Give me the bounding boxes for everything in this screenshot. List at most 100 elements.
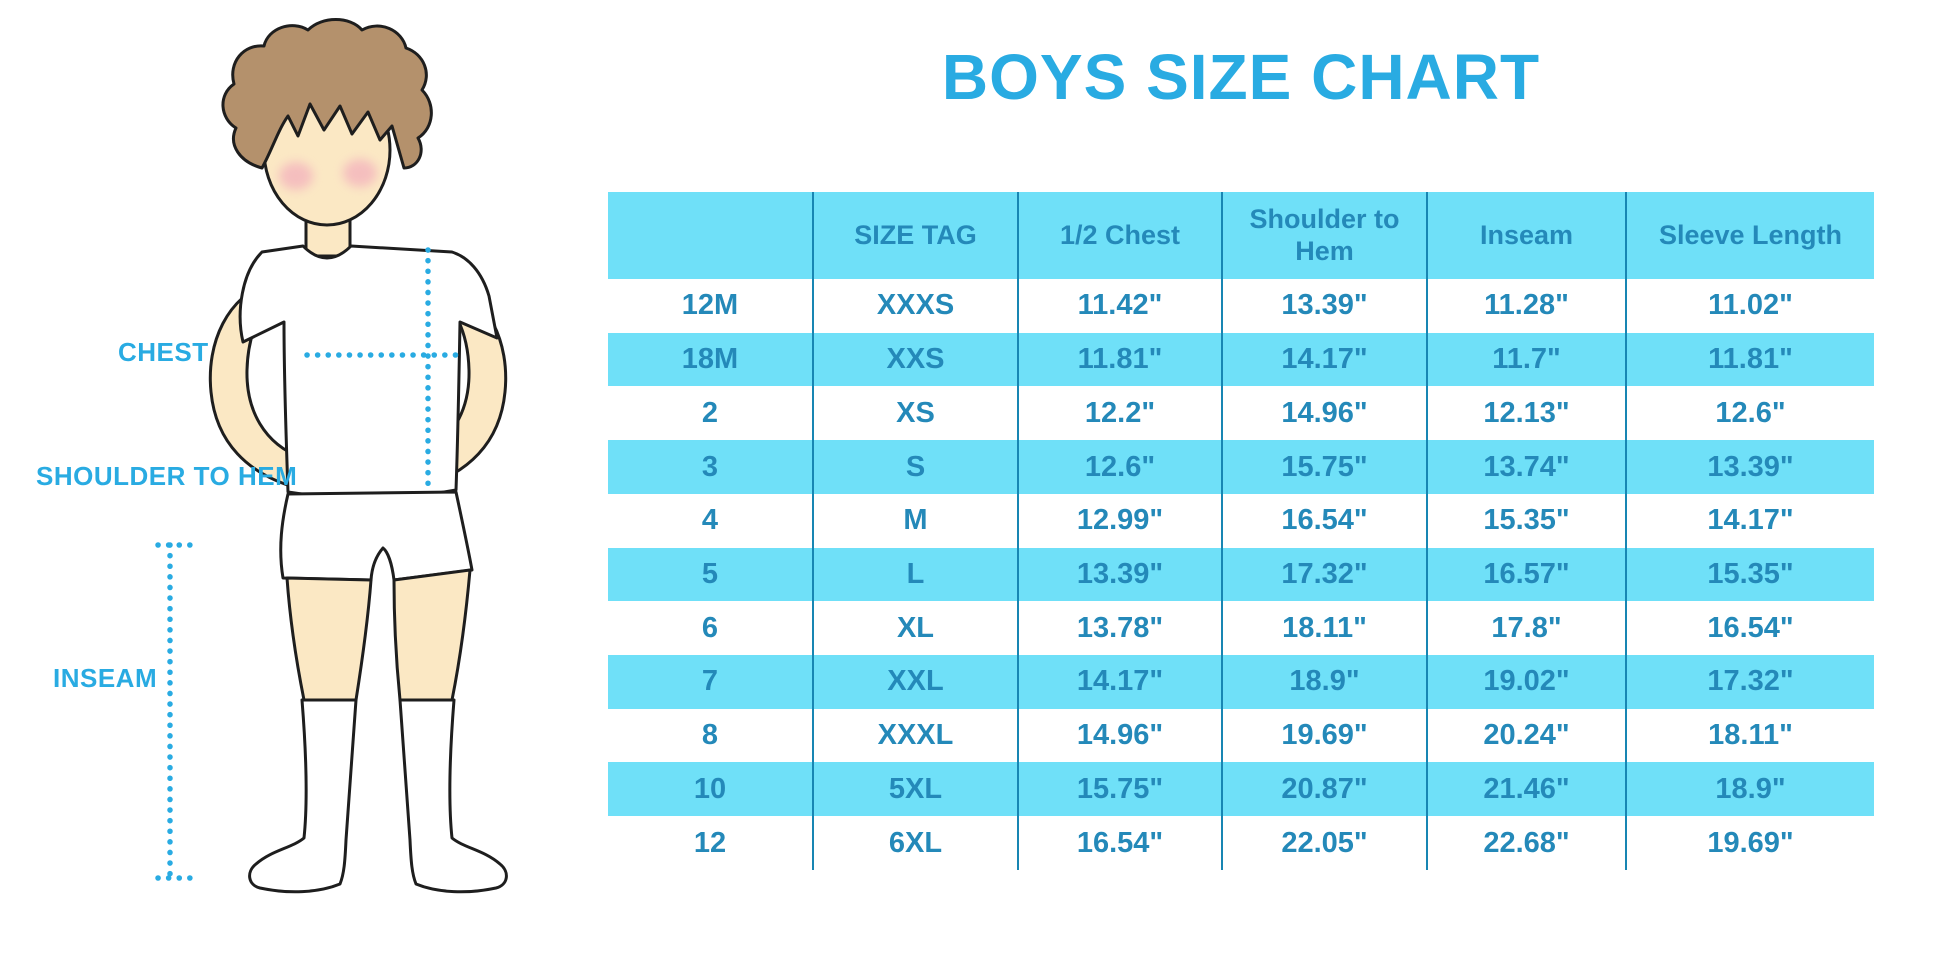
boy-shorts xyxy=(279,490,474,582)
table-cell: 13.74" xyxy=(1427,440,1627,494)
table-cell: 5XL xyxy=(813,762,1019,817)
table-row: 2 XS 12.2" 14.96" 12.13" 12.6" xyxy=(608,386,1874,441)
column-header: Inseam xyxy=(1427,192,1627,279)
table-cell: 3 xyxy=(608,440,814,494)
table-cell: L xyxy=(813,547,1019,602)
table-cell: 17.32" xyxy=(1222,547,1428,602)
boy-right-sock xyxy=(398,698,508,894)
table-cell: 8 xyxy=(608,708,814,763)
measurement-lines xyxy=(155,247,465,881)
table-cell: 5 xyxy=(608,547,814,602)
table-cell: 6XL xyxy=(813,816,1019,870)
table-cell: 12.6" xyxy=(1715,396,1786,429)
table-cell: 12 xyxy=(608,816,814,870)
table-cell: 20.24" xyxy=(1427,708,1627,763)
boy-cheeks xyxy=(279,159,377,190)
table-cell: 18.9" xyxy=(1715,772,1786,805)
table-cell: S xyxy=(813,440,1019,494)
table-row: 12M XXXS 11.42" 13.39" 11.28" 11.02" xyxy=(608,279,1874,333)
table-cell: 14.96" xyxy=(1018,708,1223,763)
table-cell: 18M xyxy=(608,332,814,387)
table-cell: 16.54" xyxy=(1018,816,1223,870)
table-cell: 13.39" xyxy=(1707,450,1794,483)
table-cell: 19.02" xyxy=(1427,655,1627,709)
table-cell: XXXS xyxy=(813,279,1019,333)
table-cell: 21.46" xyxy=(1427,762,1627,817)
table-cell: 11.02" xyxy=(1708,289,1793,322)
table-cell: 14.96" xyxy=(1222,386,1428,441)
table-cell: XL xyxy=(813,601,1019,656)
table-cell: 13.39" xyxy=(1018,547,1223,602)
table-cell: 17.32" xyxy=(1707,665,1794,698)
chest-label: CHEST xyxy=(118,337,209,367)
table-cell: 15.35" xyxy=(1427,493,1627,548)
table-cell: 15.75" xyxy=(1018,762,1223,817)
column-header: SIZE TAG xyxy=(813,192,1019,279)
table-cell: 14.17" xyxy=(1018,655,1223,709)
table-cell: 16.54" xyxy=(1707,611,1794,644)
table-cell: M xyxy=(813,493,1019,548)
table-cell: 13.78" xyxy=(1018,601,1223,656)
table-cell: 12.99" xyxy=(1018,493,1223,548)
table-cell: 2 xyxy=(608,386,814,441)
table-row: 18M XXS 11.81" 14.17" 11.7" 11.81" xyxy=(608,332,1874,387)
table-cell: 16.57" xyxy=(1427,547,1627,602)
boy-left-leg xyxy=(285,576,373,702)
table-cell: 15.35" xyxy=(1707,557,1794,590)
table-row: 8 XXXL 14.96" 19.69" 20.24" 18.11" xyxy=(608,708,1874,763)
table-cell: 13.39" xyxy=(1222,279,1428,333)
boy-left-sock xyxy=(248,698,358,894)
table-cell: 11.28" xyxy=(1427,279,1627,333)
table-cell: 4 xyxy=(608,493,814,548)
table-cell: 22.68" xyxy=(1427,816,1627,870)
table-cell: 15.75" xyxy=(1222,440,1428,494)
table-cell: XS xyxy=(813,386,1019,441)
table-cell: 12.13" xyxy=(1427,386,1627,441)
column-header: Sleeve Length xyxy=(1658,219,1843,250)
table-cell: 11.81" xyxy=(1018,332,1223,387)
table-cell: XXS xyxy=(813,332,1019,387)
table-row: 5 L 13.39" 17.32" 16.57" 15.35" xyxy=(608,547,1874,602)
table-cell: 16.54" xyxy=(1222,493,1428,548)
table-row: 12 6XL 16.54" 22.05" 22.68" 19.69" xyxy=(608,816,1874,870)
table-row: 7 XXL 14.17" 18.9" 19.02" 17.32" xyxy=(608,655,1874,709)
column-header: Shoulder to Hem xyxy=(1222,192,1428,279)
size-table-body: 12M XXXS 11.42" 13.39" 11.28" 11.02" 18M XXS 11.… xyxy=(608,279,1874,870)
boy-right-leg xyxy=(392,568,472,702)
table-cell: 12.6" xyxy=(1018,440,1223,494)
table-cell: 19.69" xyxy=(1222,708,1428,763)
size-table: SIZE TAG 1/2 Chest Shoulder to Hem Inseam Sl… xyxy=(608,192,1874,870)
corner-header-cell xyxy=(608,192,814,279)
page-title: BOYS SIZE CHART xyxy=(941,41,1541,113)
table-cell: XXXL xyxy=(813,708,1019,763)
table-cell: 14.17" xyxy=(1707,504,1794,537)
table-cell: 11.81" xyxy=(1708,343,1793,376)
table-cell: 17.8" xyxy=(1427,601,1627,656)
table-cell: 10 xyxy=(608,762,814,817)
table-cell: 14.17" xyxy=(1222,332,1428,387)
size-table-head-row: SIZE TAG 1/2 Chest Shoulder to Hem Inseam Sl… xyxy=(608,192,1874,279)
table-cell: XXL xyxy=(813,655,1019,709)
boy-measurement-illustration xyxy=(155,18,508,894)
table-cell: 12.2" xyxy=(1018,386,1223,441)
table-row: 6 XL 13.78" 18.11" 17.8" 16.54" xyxy=(608,601,1874,656)
table-cell: 12M xyxy=(608,279,814,333)
table-cell: 18.11" xyxy=(1222,601,1428,656)
table-row: 10 5XL 15.75" 20.87" 21.46" 18.9" xyxy=(608,762,1874,817)
table-cell: 18.11" xyxy=(1708,719,1793,752)
shoulder-to-hem-label: SHOULDER TO HEM xyxy=(36,461,298,491)
table-cell: 18.9" xyxy=(1222,655,1428,709)
table-row: 4 M 12.99" 16.54" 15.35" 14.17" xyxy=(608,493,1874,548)
table-cell: 19.69" xyxy=(1707,826,1794,859)
table-row: 3 S 12.6" 15.75" 13.74" 13.39" xyxy=(608,440,1874,494)
table-cell: 11.7" xyxy=(1427,332,1627,387)
table-cell: 22.05" xyxy=(1222,816,1428,870)
table-cell: 11.42" xyxy=(1018,279,1223,333)
column-header: 1/2 Chest xyxy=(1018,192,1223,279)
table-cell: 20.87" xyxy=(1222,762,1428,817)
inseam-label: INSEAM xyxy=(53,663,158,693)
table-cell: 7 xyxy=(608,655,814,709)
table-cell: 6 xyxy=(608,601,814,656)
boy-hair xyxy=(221,18,433,170)
